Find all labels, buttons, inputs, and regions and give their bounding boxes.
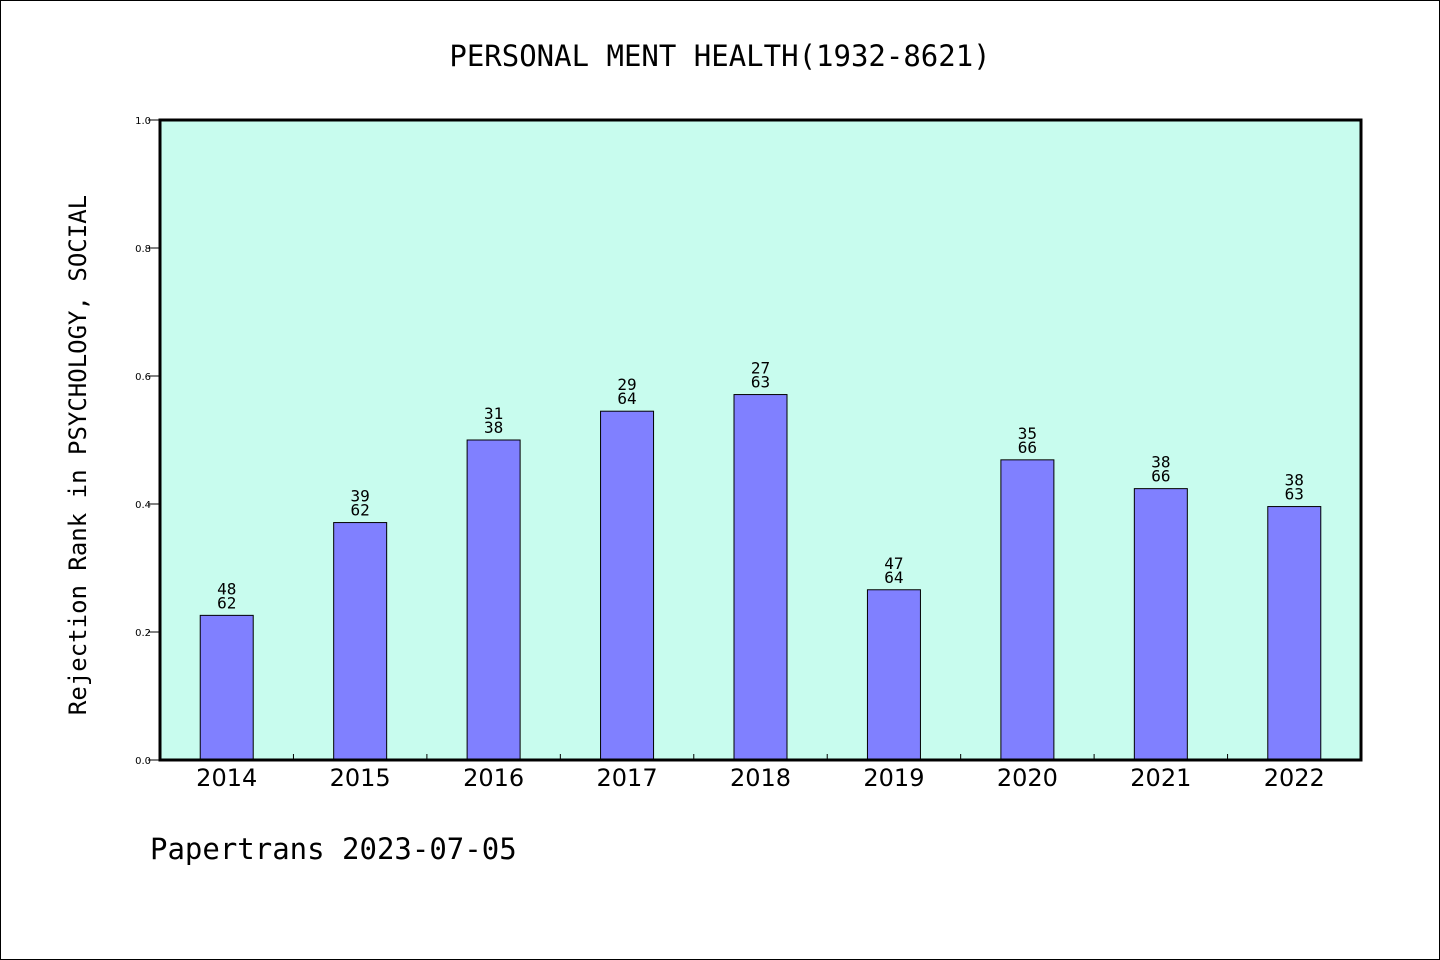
y-tick-label: 0.4 [135, 500, 151, 511]
bar-2018 [733, 394, 788, 761]
bar-label-bottom: 63 [1285, 485, 1304, 504]
x-tick-label: 2022 [1264, 764, 1325, 792]
bar-label-top: 47 [884, 554, 903, 573]
x-tick-label: 2015 [330, 764, 391, 792]
bar-label-bottom: 66 [1018, 438, 1037, 457]
bar-label-top: 35 [1018, 424, 1037, 443]
bar-2022 [1267, 506, 1322, 761]
bar-label-bottom: 64 [884, 568, 903, 587]
bar-label-bottom: 66 [1151, 467, 1170, 486]
y-tick-label: 1.0 [135, 116, 151, 127]
x-tick-label: 2019 [863, 764, 924, 792]
plot-border [158, 118, 1363, 762]
bar-label-top: 39 [351, 487, 370, 506]
x-tick-label: 2016 [463, 764, 524, 792]
bar-2015 [333, 522, 388, 761]
x-tick-label: 2021 [1130, 764, 1191, 792]
x-axis: 2014 2015 2016 2017 2018 2019 2020 2021 2022 [196, 754, 1325, 792]
bar-2016 [466, 439, 521, 761]
bar-label-top: 27 [751, 359, 770, 378]
y-axis-label: Rejection Rank in PSYCHOLOGY, SOCIAL [64, 195, 92, 715]
y-tick-label: 0.2 [135, 628, 151, 639]
bar-label-top: 38 [1151, 453, 1170, 472]
footer-text: Papertrans 2023-07-05 [150, 832, 517, 866]
bar-label-top: 38 [1285, 471, 1304, 490]
bar-label-bottom: 38 [484, 418, 503, 437]
bar-label-bottom: 63 [751, 373, 770, 392]
y-tick-label: 0.6 [135, 372, 151, 383]
bar-label-bottom: 62 [351, 501, 370, 520]
x-tick-label: 2018 [730, 764, 791, 792]
y-tick-label: 0.8 [135, 244, 151, 255]
x-tick-label: 2020 [997, 764, 1058, 792]
x-tick-label: 2017 [597, 764, 658, 792]
x-tick-label: 2014 [196, 764, 257, 792]
y-axis: 0.0 0.2 0.4 0.6 0.8 1.0 [135, 116, 160, 767]
bar-2019 [866, 589, 921, 761]
bar-2021 [1133, 488, 1188, 761]
chart-title: PERSONAL MENT HEALTH(1932-8621) [449, 39, 990, 73]
bar-label-bottom: 64 [617, 389, 636, 408]
bar-2017 [600, 410, 655, 761]
bar-label-bottom: 62 [217, 593, 236, 612]
bar-2020 [1000, 459, 1055, 761]
bar-label-top: 31 [484, 404, 503, 423]
y-tick-label: 0.0 [135, 756, 151, 767]
bar-label-top: 29 [617, 375, 636, 394]
bar-2014 [199, 614, 254, 761]
bar-label-top: 48 [217, 579, 236, 598]
